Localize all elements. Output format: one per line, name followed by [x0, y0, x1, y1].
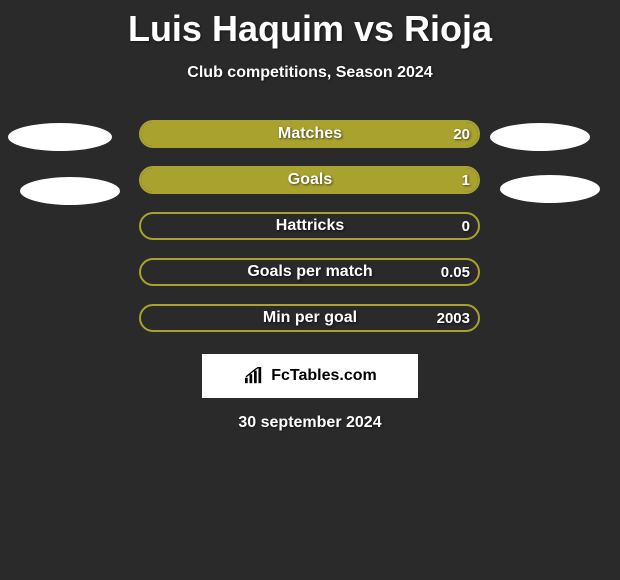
comparison-infographic: Luis Haquim vs Rioja Club competitions, … [0, 0, 620, 432]
stat-value: 0 [462, 218, 470, 235]
stat-label: Min per goal [263, 309, 357, 327]
stat-label: Goals per match [247, 263, 372, 281]
stat-value: 0.05 [441, 264, 470, 281]
logo-text: FcTables.com [271, 367, 377, 385]
stat-value: 2003 [437, 310, 470, 327]
stat-label: Matches [278, 125, 342, 143]
page-title: Luis Haquim vs Rioja [128, 8, 492, 50]
stat-label: Goals [288, 171, 332, 189]
decorative-ellipse [8, 123, 112, 151]
logo-box: FcTables.com [202, 354, 418, 398]
stat-row: Goals per match 0.05 [0, 258, 620, 286]
decorative-ellipse [20, 177, 120, 205]
stat-row: Hattricks 0 [0, 212, 620, 240]
decorative-ellipse [500, 175, 600, 203]
subtitle: Club competitions, Season 2024 [187, 64, 432, 82]
stat-value: 1 [462, 172, 470, 189]
stat-row: Min per goal 2003 [0, 304, 620, 332]
stat-label: Hattricks [276, 217, 344, 235]
date-text: 30 september 2024 [238, 414, 381, 432]
stats-chart: Matches 20 Goals 1 Hattricks 0 Goals per match… [0, 120, 620, 332]
stat-value: 20 [453, 126, 470, 143]
chart-icon [243, 367, 265, 385]
decorative-ellipse [490, 123, 590, 151]
